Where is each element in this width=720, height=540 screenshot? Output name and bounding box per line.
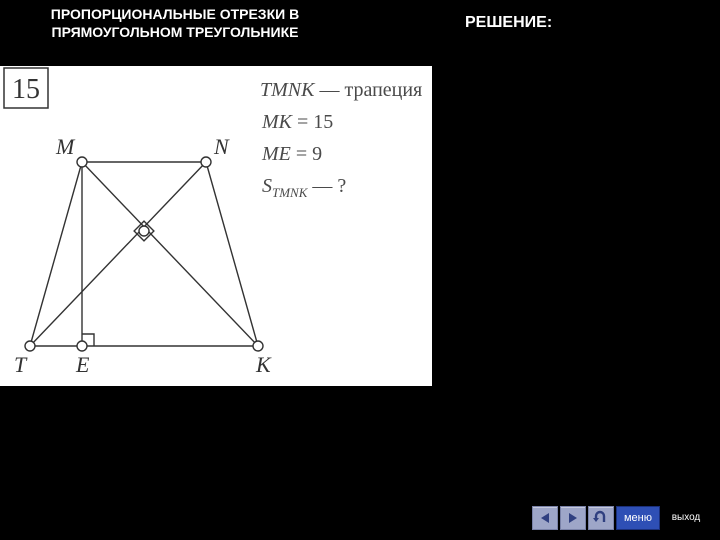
prev-button[interactable] [532,506,558,530]
label-T: T [14,352,28,377]
triangle-left-icon [538,511,552,525]
label-N: N [213,134,230,159]
return-button[interactable] [588,506,614,530]
menu-button[interactable]: меню [616,506,660,530]
svg-text:ME = 9: ME = 9 [261,143,322,165]
svg-text:STMNK — ?: STMNK — ? [262,175,346,200]
svg-text:TMNK — трапеция: TMNK — трапеция [260,79,422,101]
u-turn-icon [592,510,610,526]
next-button[interactable] [560,506,586,530]
problem-number: 15 [12,74,40,105]
nav-bar: меню выход [532,506,708,530]
svg-text:MK = 15: MK = 15 [261,111,333,133]
triangle-right-icon [566,511,580,525]
solution-heading: РЕШЕНИЕ: [465,14,552,32]
label-E: E [75,352,90,377]
exit-button[interactable]: выход [664,506,708,530]
label-K: K [255,352,272,377]
problem-figure: 15 TMNK — трапеция MK = 15 ME = 9 STMNK … [0,66,432,386]
page-title: ПРОПОРЦИОНАЛЬНЫЕ ОТРЕЗКИ В ПРЯМОУГОЛЬНОМ… [20,6,330,41]
label-M: M [55,134,76,159]
